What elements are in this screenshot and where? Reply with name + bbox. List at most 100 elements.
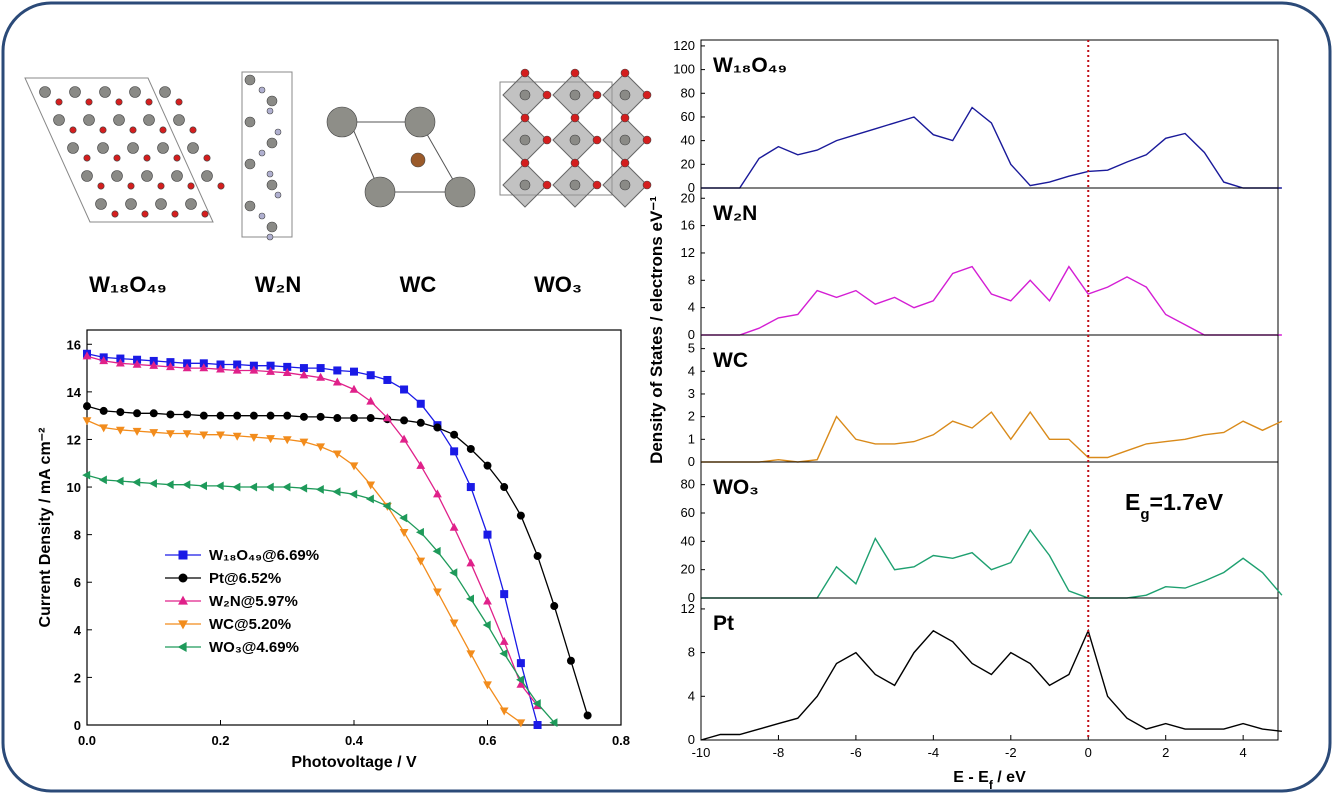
atom [99,126,107,134]
unit-cell [24,77,214,223]
y-tick-label: 40 [681,133,695,148]
label-part: =1.7eV [1150,489,1224,515]
marker [98,475,107,485]
y-tick-label: 80 [681,477,695,492]
y-tick-label: 20 [681,190,695,205]
y-tick-label: 20 [681,562,695,577]
marker [233,360,242,369]
marker [482,620,491,630]
atom [266,170,274,178]
atom [83,114,95,126]
marker [533,721,542,729]
legend-marker [178,573,188,583]
marker [283,362,292,371]
atom [444,176,476,208]
marker [232,365,242,374]
marker [466,444,475,453]
marker [132,477,141,487]
marker [249,482,258,492]
atom [274,191,282,199]
marker [433,588,442,597]
marker [316,364,325,373]
panel-label: WC [713,349,748,372]
marker [299,412,308,421]
marker [332,450,342,459]
y-tick-label: 3 [688,386,695,401]
marker [82,351,92,360]
label-part: E [1125,489,1140,515]
atom [520,158,530,168]
atom [244,74,256,86]
atom [410,152,426,168]
atom [266,137,278,149]
y-tick-label: 40 [681,533,695,548]
y-tick-label: 20 [681,156,695,171]
atom [244,200,256,212]
marker [149,360,159,369]
marker [182,363,192,372]
marker [265,482,274,492]
x-tick-label: 0.8 [612,733,630,748]
x-tick-label: 2 [1162,745,1169,760]
marker [316,443,326,452]
legend-marker [178,620,188,630]
atom [519,134,531,146]
marker [316,372,326,381]
atom [404,106,436,138]
y-tick-label: 8 [688,645,695,660]
dos-line [700,628,1282,741]
y-tick-label: 4 [688,300,695,315]
marker [516,675,525,685]
atom [569,179,581,191]
marker [466,483,475,492]
marker [516,679,526,688]
marker [349,462,359,471]
marker [499,636,509,645]
marker [350,414,358,423]
marker [550,602,559,611]
atom [173,154,181,162]
marker [115,358,125,367]
marker [282,368,292,377]
atom [619,179,631,191]
atom [569,134,581,146]
marker [83,402,91,411]
marker [115,426,125,435]
atom [542,90,552,100]
atom [244,116,256,128]
atom [185,198,197,210]
marker [233,411,242,420]
marker [415,527,424,537]
atom [127,142,139,154]
label-part: / eV [993,769,1026,786]
marker [433,489,442,498]
marker [416,418,425,427]
label-part: E - E [953,769,989,786]
y-tick-label: 2 [688,409,695,424]
marker [232,482,241,492]
y-tick-label: 8 [688,272,695,287]
series-line [86,353,539,726]
marker [249,433,259,442]
panel-label: W₂N [713,202,757,225]
marker [516,659,525,668]
y-tick-label: 2 [74,670,81,685]
atom [127,182,135,190]
atom [274,128,282,136]
marker [149,409,158,418]
marker [366,396,376,405]
atom [111,210,119,218]
y-tick-label: 4 [688,688,695,703]
label: E - Ef / eV [953,769,1026,792]
atom [111,170,123,182]
atom [113,114,125,126]
label-part: f [989,778,994,792]
marker [82,417,92,426]
y-tick-label: 16 [681,218,695,233]
atom [642,180,652,190]
marker [333,414,342,423]
y-tick-label: 0 [688,180,695,195]
atom [155,198,167,210]
marker [466,594,475,604]
